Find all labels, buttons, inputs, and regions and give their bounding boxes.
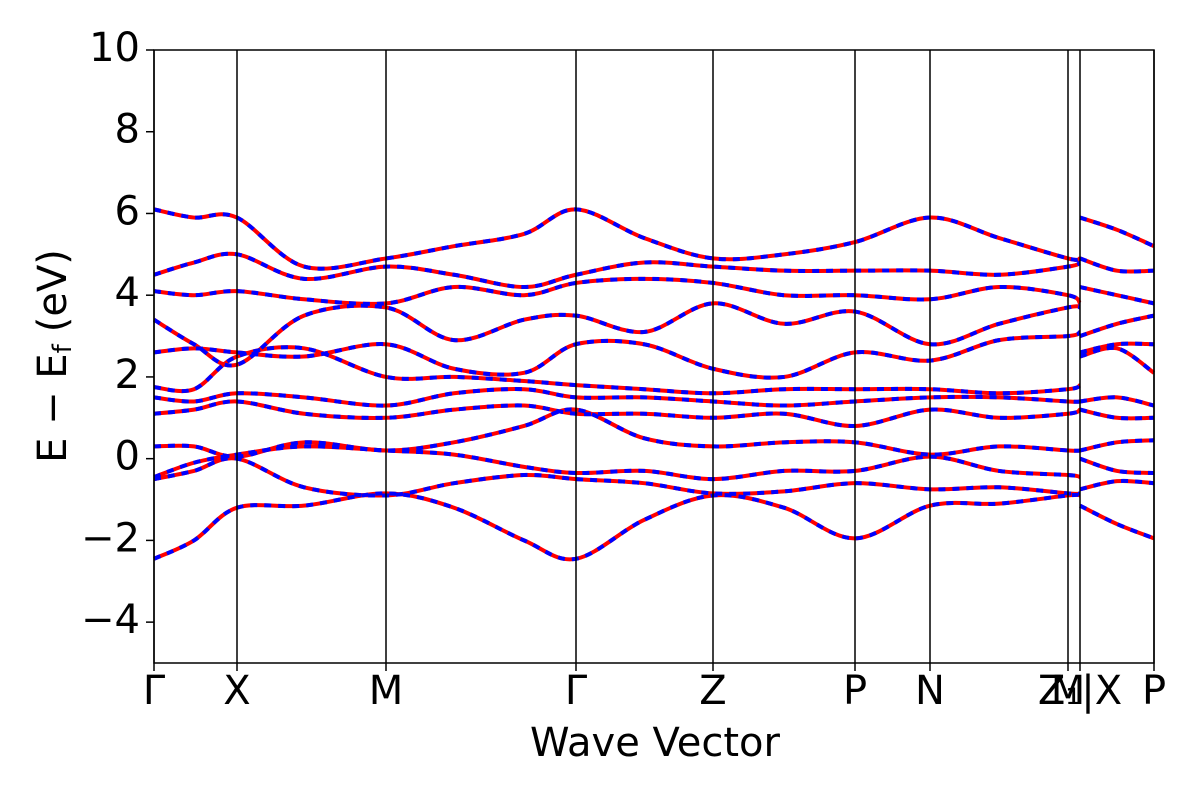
band-line (153, 345, 1156, 396)
band-line (153, 276, 1155, 306)
y-axis-label: E − Ef (eV) (30, 249, 78, 463)
x-tick-label: Z₁|X (1038, 668, 1122, 714)
band-line (153, 399, 1155, 428)
x-tick-label: Γ (143, 668, 166, 714)
band-line (153, 330, 1155, 380)
x-tick-label: X (223, 668, 250, 714)
y-tick-label: 4 (115, 270, 140, 316)
band-line (153, 276, 1155, 306)
band-line (153, 444, 1155, 482)
y-tick-label: 10 (89, 25, 140, 71)
band-line (153, 456, 1155, 498)
x-tick-label: P (1142, 668, 1166, 714)
y-tick-label: 0 (115, 434, 140, 480)
x-axis-label: Wave Vector (530, 720, 781, 766)
plot-frame (153, 49, 1155, 664)
y-tick-label: 6 (115, 188, 140, 234)
band-line (153, 444, 1155, 482)
band-line (153, 330, 1155, 380)
x-tick-label: M (1051, 668, 1086, 714)
y-axis-label-unit: (eV) (30, 249, 76, 332)
y-tick-label: −4 (81, 597, 140, 643)
band-line (152, 301, 1155, 368)
x-tick-label: P (843, 668, 867, 714)
y-axis-label-sub: f (48, 343, 78, 353)
x-tick-label: N (915, 668, 945, 714)
band-line (153, 387, 1155, 408)
y-tick-label: 2 (115, 352, 140, 398)
band-line (153, 399, 1155, 428)
x-tick-label: Γ (565, 668, 588, 714)
band-line (153, 407, 1155, 459)
x-tick-label: Z (699, 668, 726, 714)
band-line (153, 207, 1155, 271)
y-axis-label-main: E − E (30, 353, 76, 463)
band-line (153, 345, 1156, 396)
band-line (153, 251, 1155, 290)
band-line (153, 251, 1155, 290)
x-tick-label: M (369, 668, 404, 714)
plot-area (152, 207, 1156, 562)
y-tick-label: −2 (81, 515, 140, 561)
band-line (153, 491, 1155, 562)
y-tick-label: 8 (115, 107, 140, 153)
band-line (153, 456, 1155, 498)
